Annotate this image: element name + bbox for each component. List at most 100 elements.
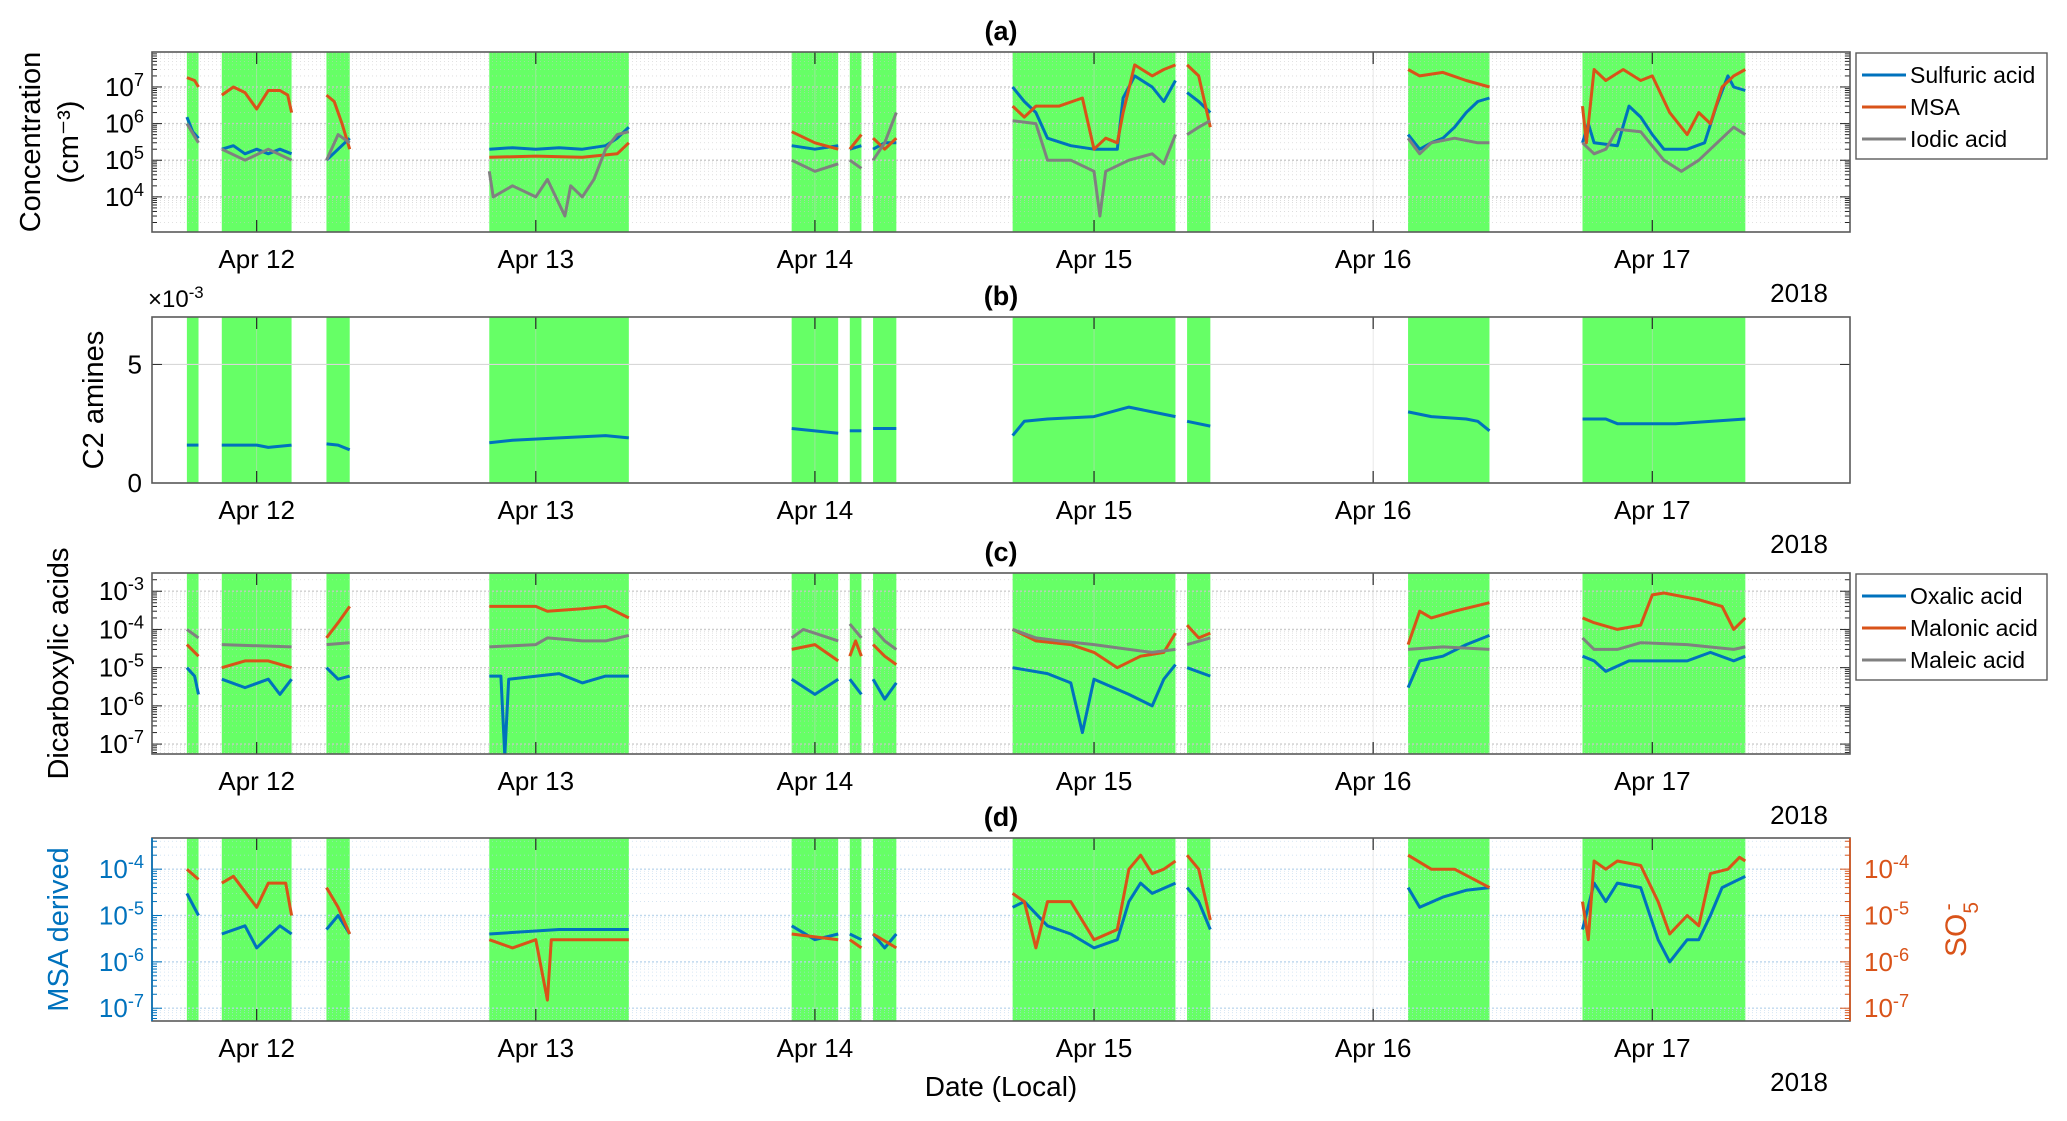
x-tick-label: Apr 13 bbox=[497, 766, 574, 796]
y-tick-label: 10-4 bbox=[99, 612, 144, 644]
y-tick-label: 10-5 bbox=[99, 899, 144, 931]
x-tick-label: Apr 14 bbox=[777, 244, 854, 274]
right-y-tick-label: 10-4 bbox=[1864, 852, 1909, 884]
series-line-c2-amines bbox=[1011, 405, 1176, 437]
panel-title: (c) bbox=[985, 537, 1018, 567]
highlight-period bbox=[1582, 317, 1746, 483]
series-line-sulfuric-acid bbox=[1581, 74, 1746, 151]
series-line-oxalic-acid bbox=[848, 678, 863, 696]
x-tick-label: Apr 17 bbox=[1614, 1033, 1691, 1063]
series-group bbox=[186, 405, 1746, 452]
series-line-right-axis-series bbox=[325, 886, 352, 935]
y-tick-label: 10-5 bbox=[99, 651, 144, 683]
series-line-malonic-acid bbox=[848, 639, 863, 657]
series-line-malonic-acid bbox=[872, 643, 898, 666]
y-tick-label: 10-6 bbox=[99, 689, 144, 721]
series-line-iodic-acid bbox=[1406, 136, 1490, 156]
series-line-oxalic-acid bbox=[1186, 666, 1211, 678]
series-line-right-axis-series bbox=[221, 874, 294, 916]
series-line-msa bbox=[1581, 68, 1747, 145]
series-line-malonic-acid bbox=[489, 604, 630, 620]
legend-item: Oxalic acid bbox=[1862, 583, 2022, 609]
year-label: 2018 bbox=[1770, 800, 1828, 830]
series-line-oxalic-acid bbox=[185, 666, 200, 695]
highlight-period bbox=[1187, 838, 1211, 1021]
series-line-iodic-acid bbox=[848, 158, 863, 170]
series-line-msa bbox=[791, 130, 839, 151]
highlight-period bbox=[489, 573, 629, 754]
panel-a: 104 105 106 107 Apr 12 Apr 13 Apr 14 Apr 15 Apr … bbox=[15, 16, 2048, 308]
x-tick-label: Apr 14 bbox=[777, 1033, 854, 1063]
series-line-maleic-acid bbox=[326, 641, 350, 647]
panel-d: 10-7 10-6 10-5 10-4 10-7 10-6 10-5 10-4 Apr 12 Ap… bbox=[43, 802, 1983, 1097]
legend-item: Sulfuric acid bbox=[1862, 62, 2035, 88]
y-tick-label: 10-7 bbox=[99, 991, 144, 1023]
series-line-right-axis-series bbox=[872, 932, 898, 950]
x-tick-label: Apr 12 bbox=[218, 244, 295, 274]
y-tick-label: 0 bbox=[128, 468, 142, 498]
right-y-tick-label: 10-7 bbox=[1864, 991, 1909, 1023]
y-axis-label: Dicarboxylic acids bbox=[43, 547, 75, 779]
panel-b: 0 5 ×10-3 Apr 12 Apr 13 Apr 14 Apr 15 Apr 16 Apr… bbox=[78, 281, 1851, 559]
series-line-iodic-acid bbox=[1186, 119, 1212, 136]
series-line-iodic-acid bbox=[1012, 119, 1177, 218]
y-axis-label: Concentration bbox=[15, 52, 47, 233]
series-line-iodic-acid bbox=[325, 133, 351, 161]
legend-label: Oxalic acid bbox=[1910, 583, 2022, 609]
plot-background bbox=[152, 52, 1850, 232]
x-tick-label: Apr 16 bbox=[1335, 1033, 1412, 1063]
y-axis-unit-label: (cm⁻³) bbox=[53, 101, 85, 184]
right-y-tick-label: 10-6 bbox=[1864, 945, 1909, 977]
series-line-left-axis-series bbox=[1406, 886, 1490, 909]
series-line-malonic-acid bbox=[325, 605, 351, 639]
legend: Sulfuric acid MSA Iodic acid bbox=[1855, 52, 2048, 160]
series-line-right-axis-series bbox=[488, 938, 629, 1002]
highlight-period bbox=[326, 573, 350, 754]
y-tick-label: 5 bbox=[128, 349, 142, 379]
x-axis-label: Date (Local) bbox=[925, 1071, 1078, 1102]
highlight-period bbox=[326, 52, 350, 232]
series-group bbox=[185, 853, 1747, 1002]
series-line-sulfuric-acid bbox=[1011, 74, 1177, 151]
series-line-msa bbox=[489, 141, 630, 159]
axes-box bbox=[151, 316, 1851, 484]
legend-label: Iodic acid bbox=[1910, 126, 2007, 152]
series-line-c2-amines bbox=[221, 443, 292, 449]
series-line-malonic-acid bbox=[1185, 624, 1211, 640]
y-tick-label: 10-4 bbox=[99, 852, 144, 884]
legend-item: Malonic acid bbox=[1862, 615, 2038, 641]
series-line-left-axis-series bbox=[1011, 881, 1177, 950]
y-tick-label: 107 bbox=[105, 70, 144, 102]
series-line-maleic-acid bbox=[871, 626, 898, 651]
series-group bbox=[185, 591, 1747, 754]
y-tick-label: 105 bbox=[105, 143, 144, 175]
x-tick-label: Apr 15 bbox=[1056, 766, 1133, 796]
y-tick-label: 106 bbox=[105, 107, 144, 139]
y-tick-label: 10-3 bbox=[99, 574, 144, 606]
series-line-right-axis-series bbox=[1011, 853, 1177, 950]
series-line-left-axis-series bbox=[849, 932, 863, 942]
y-axis-label: MSA derived bbox=[43, 847, 75, 1011]
legend-label: Maleic acid bbox=[1910, 647, 2025, 673]
panel-c: 10-7 10-6 10-5 10-4 10-3 Apr 12 Apr 13 Apr 14 Ap… bbox=[43, 537, 2048, 830]
series-line-maleic-acid bbox=[790, 627, 839, 643]
right-y-tick-label: 10-5 bbox=[1864, 899, 1909, 931]
series-line-malonic-acid bbox=[791, 643, 840, 663]
x-tick-label: Apr 14 bbox=[777, 766, 854, 796]
series-line-oxalic-acid bbox=[489, 672, 629, 754]
highlight-period bbox=[873, 317, 897, 483]
series-line-maleic-acid bbox=[186, 628, 200, 640]
x-tick-label: Apr 16 bbox=[1335, 244, 1412, 274]
x-tick-label: Apr 17 bbox=[1614, 495, 1691, 525]
series-line-msa bbox=[872, 137, 898, 151]
series-line-right-axis-series bbox=[1581, 855, 1747, 942]
panel-title: (d) bbox=[984, 802, 1018, 832]
legend-label: Malonic acid bbox=[1910, 615, 2038, 641]
series-line-c2-amines bbox=[1407, 410, 1491, 432]
year-label: 2018 bbox=[1770, 529, 1828, 559]
highlight-period bbox=[849, 838, 862, 1021]
series-line-sulfuric-acid bbox=[489, 126, 630, 151]
right-y-axis-label: SO5- bbox=[1937, 902, 1983, 957]
y-tick-label: 10-7 bbox=[99, 727, 144, 759]
axes-box bbox=[151, 51, 1851, 233]
